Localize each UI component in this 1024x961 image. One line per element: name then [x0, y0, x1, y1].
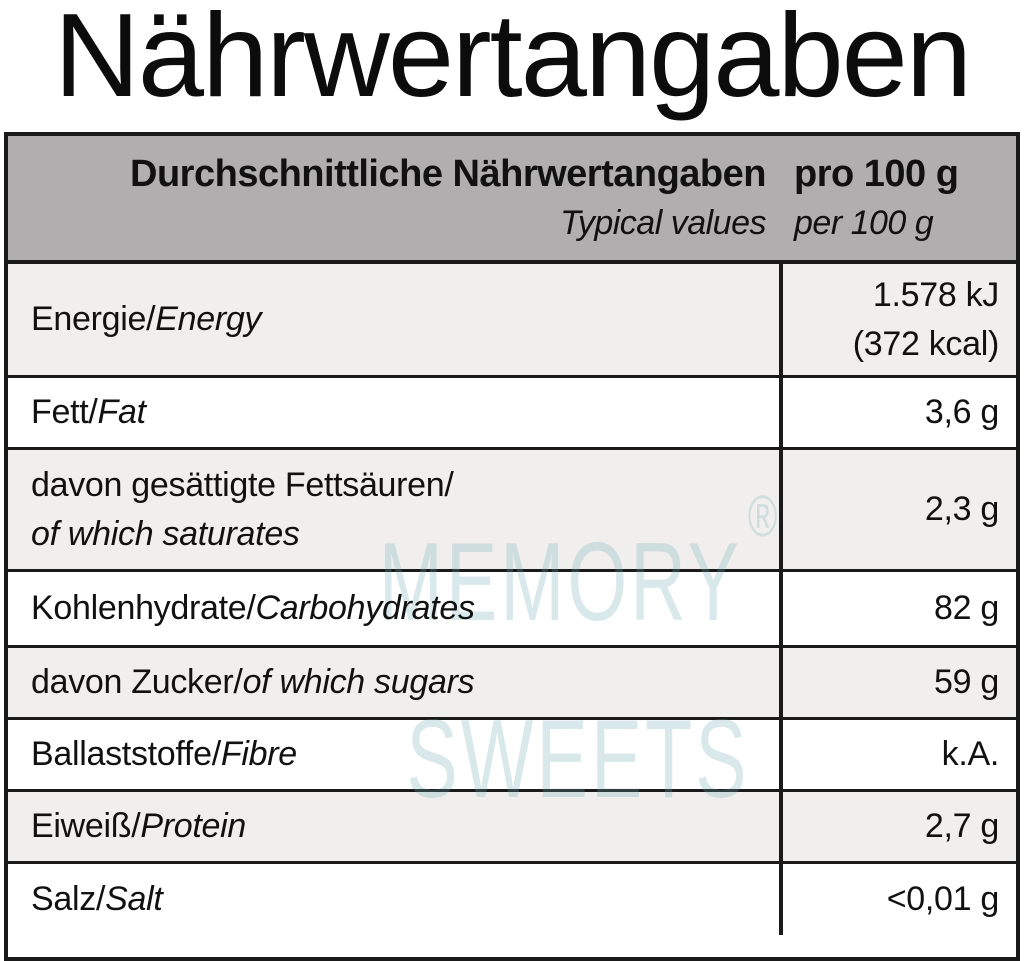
nutrient-value-cell: 2,3 g [779, 450, 1016, 569]
nutrient-label: Kohlenhydrate/Carbohydrates [31, 589, 475, 628]
nutrient-label: Salz/Salt [31, 880, 163, 919]
table-row: davon gesättigte Fettsäuren/of which sat… [8, 450, 1016, 572]
nutrient-value-cell: k.A. [779, 720, 1016, 789]
nutrient-label-cell: Salz/Salt [8, 864, 779, 935]
header-title-en: Typical values [560, 203, 766, 242]
header-unit-en: per 100 g [794, 203, 934, 242]
nutrient-label-cell: davon gesättigte Fettsäuren/of which sat… [8, 450, 779, 569]
table-row: Energie/Energy 1.578 kJ (372 kcal) [8, 264, 1016, 378]
nutrient-label: davon gesättigte Fettsäuren/of which sat… [31, 466, 454, 553]
nutrient-label-cell: Fett/Fat [8, 378, 779, 447]
nutrient-value: (372 kcal) [852, 324, 1000, 363]
nutrient-value: 59 g [934, 663, 999, 702]
table-row: Kohlenhydrate/Carbohydrates 82 g [8, 572, 1016, 648]
nutrient-value-cell: 59 g [779, 648, 1016, 717]
nutrient-label: Ballaststoffe/Fibre [31, 735, 297, 774]
nutrient-label-cell: Energie/Energy [8, 264, 779, 375]
nutrient-value: 82 g [934, 589, 999, 628]
table-row: Fett/Fat 3,6 g [8, 378, 1016, 450]
nutrient-label: Energie/Energy [31, 300, 262, 339]
table-header-row: Durchschnittliche Nährwertangaben Typica… [8, 136, 1016, 264]
header-unit-de: pro 100 g [794, 153, 959, 196]
nutrient-value: k.A. [941, 735, 1000, 774]
header-cell-per-100g: pro 100 g per 100 g [779, 136, 1016, 260]
table-row: Eiweiß/Protein 2,7 g [8, 792, 1016, 864]
nutrient-value-cell: 3,6 g [779, 378, 1016, 447]
nutrient-label: Eiweiß/Protein [31, 807, 247, 846]
nutrient-label-cell: Eiweiß/Protein [8, 792, 779, 861]
nutrient-value: 3,6 g [924, 393, 999, 432]
nutrient-label: davon Zucker/of which sugars [31, 663, 475, 702]
table-row: Salz/Salt <0,01 g [8, 864, 1016, 935]
nutrient-value: 2,7 g [924, 807, 999, 846]
nutrient-label-cell: davon Zucker/of which sugars [8, 648, 779, 717]
page-title: Nährwertangaben [53, 0, 972, 122]
table-row: davon Zucker/of which sugars 59 g [8, 648, 1016, 720]
nutrient-value: 2,3 g [924, 490, 999, 529]
header-title-de: Durchschnittliche Nährwertangaben [130, 153, 766, 196]
nutrient-value-cell: 82 g [779, 572, 1016, 645]
nutrient-value-cell: 1.578 kJ (372 kcal) [779, 264, 1016, 375]
nutrition-table: MEMORY® SWEETS Durchschnittliche Nährwer… [4, 132, 1020, 961]
table-body: Energie/Energy 1.578 kJ (372 kcal) Fett/Fat… [8, 264, 1016, 935]
header-cell-typical-values: Durchschnittliche Nährwertangaben Typica… [8, 136, 779, 260]
nutrient-label: Fett/Fat [31, 393, 146, 432]
nutrient-value: 1.578 kJ [872, 276, 999, 315]
nutrient-label-cell: Ballaststoffe/Fibre [8, 720, 779, 789]
nutrient-value-cell: 2,7 g [779, 792, 1016, 861]
table-row: Ballaststoffe/Fibre k.A. [8, 720, 1016, 792]
nutrient-label-cell: Kohlenhydrate/Carbohydrates [8, 572, 779, 645]
nutrient-value: <0,01 g [886, 880, 1000, 919]
nutrient-value-cell: <0,01 g [779, 864, 1016, 935]
